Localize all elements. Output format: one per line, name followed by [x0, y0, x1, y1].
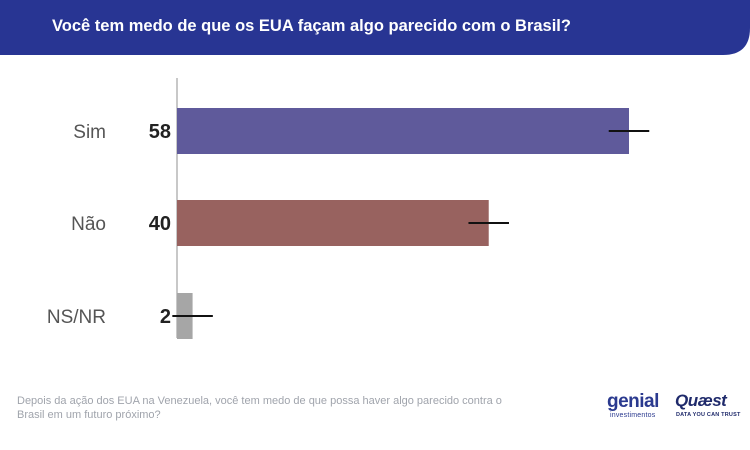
footnote: Depois da ação dos EUA na Venezuela, voc… — [17, 395, 502, 421]
category-label-n-o: Não — [71, 214, 106, 235]
quaest-logo-subtitle: DATA YOU CAN TRUST — [676, 412, 741, 418]
quaest-logo: Quæst DATA YOU CAN TRUST — [675, 388, 741, 422]
logos: genial investimentos Quæst DATA YOU CAN … — [605, 388, 745, 428]
genial-logo-subtitle: investimentos — [610, 412, 656, 419]
genial-logo-name: genial — [607, 391, 659, 412]
header-background — [0, 0, 750, 55]
quaest-logo-name: Quæst — [675, 391, 727, 410]
bar-n-o — [177, 200, 489, 246]
value-label-sim: 58 — [149, 121, 171, 143]
header-banner: Você tem medo de que os EUA façam algo p… — [0, 0, 750, 56]
category-label-sim: Sim — [73, 122, 106, 143]
genial-logo: genial investimentos — [607, 388, 669, 422]
chart-title: Você tem medo de que os EUA façam algo p… — [52, 17, 571, 35]
value-label-n-o: 40 — [149, 213, 171, 235]
bar-sim — [177, 108, 629, 154]
bar-chart: Sim 58 Não 40 NS/NR 2 — [47, 78, 650, 339]
value-label-ns-nr: 2 — [160, 306, 171, 328]
category-label-ns-nr: NS/NR — [47, 307, 106, 328]
